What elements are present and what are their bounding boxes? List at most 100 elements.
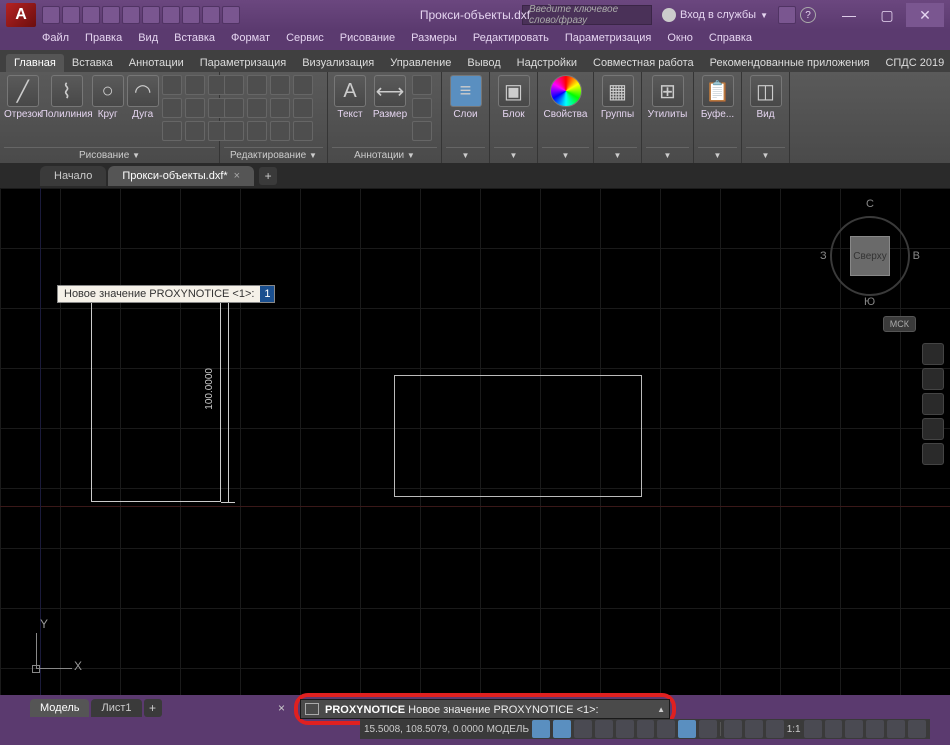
utils-button[interactable]: ⊞Утилиты bbox=[646, 75, 689, 120]
status-btn[interactable] bbox=[616, 720, 634, 738]
close-button[interactable]: ✕ bbox=[906, 3, 944, 27]
layout-tab[interactable]: Лист1 bbox=[91, 699, 141, 717]
viewcube-e[interactable]: В bbox=[913, 250, 920, 262]
sm-tool[interactable] bbox=[162, 121, 182, 141]
polyline-button[interactable]: ⌇Полилиния bbox=[45, 75, 89, 120]
sm-tool[interactable] bbox=[224, 98, 244, 118]
sm-tool[interactable] bbox=[270, 98, 290, 118]
status-btn[interactable] bbox=[887, 720, 905, 738]
status-btn[interactable] bbox=[766, 720, 784, 738]
file-tab-start[interactable]: Начало bbox=[40, 166, 106, 186]
dim-button[interactable]: ⟷Размер bbox=[371, 75, 409, 120]
sm-tool[interactable] bbox=[412, 121, 432, 141]
sm-tool[interactable] bbox=[224, 75, 244, 95]
circle-button[interactable]: ○Круг bbox=[92, 75, 124, 120]
props-button[interactable]: Свойства bbox=[542, 75, 589, 120]
status-btn[interactable] bbox=[699, 720, 717, 738]
maximize-button[interactable]: ▢ bbox=[868, 3, 906, 27]
menu-file[interactable]: Файл bbox=[36, 30, 75, 50]
panel-label-draw[interactable]: Рисование ▼ bbox=[4, 147, 215, 163]
menu-insert[interactable]: Вставка bbox=[168, 30, 221, 50]
model-tab[interactable]: Модель bbox=[30, 699, 89, 717]
panel-label-annot[interactable]: Аннотации ▼ bbox=[332, 147, 437, 163]
dim-text[interactable]: 100.0000 bbox=[204, 368, 215, 410]
sm-tool[interactable] bbox=[270, 121, 290, 141]
rtab-manage[interactable]: Управление bbox=[382, 54, 459, 72]
rtab-spds[interactable]: СПДС 2019 bbox=[877, 54, 950, 72]
search-input[interactable]: Введите ключевое слово/фразу bbox=[522, 5, 652, 25]
menu-format[interactable]: Формат bbox=[225, 30, 276, 50]
viewcube-top[interactable]: Сверху bbox=[850, 236, 890, 276]
scale-label[interactable]: 1:1 bbox=[787, 724, 801, 735]
rtab-home[interactable]: Главная bbox=[6, 54, 64, 72]
status-btn[interactable] bbox=[595, 720, 613, 738]
sm-tool[interactable] bbox=[162, 75, 182, 95]
rtab-featured[interactable]: Рекомендованные приложения bbox=[702, 54, 878, 72]
sm-tool[interactable] bbox=[270, 75, 290, 95]
app-logo[interactable]: A bbox=[6, 3, 36, 27]
sm-tool[interactable] bbox=[293, 98, 313, 118]
status-btn[interactable] bbox=[637, 720, 655, 738]
viewcube-wcs[interactable]: МСК bbox=[883, 316, 916, 332]
status-btn[interactable] bbox=[657, 720, 675, 738]
status-snap-icon[interactable] bbox=[553, 720, 571, 738]
help-icon[interactable]: ? bbox=[800, 7, 816, 23]
qat-btn[interactable] bbox=[142, 6, 160, 24]
dynamic-input[interactable]: Новое значение PROXYNOTICE <1>: 1 bbox=[57, 285, 275, 303]
status-btn[interactable] bbox=[804, 720, 822, 738]
qat-btn[interactable] bbox=[162, 6, 180, 24]
sm-tool[interactable] bbox=[293, 121, 313, 141]
menu-draw[interactable]: Рисование bbox=[334, 30, 401, 50]
cmdline-close-icon[interactable]: × bbox=[278, 701, 285, 715]
menu-parametric[interactable]: Параметризация bbox=[559, 30, 657, 50]
signin-link[interactable]: Вход в службы▼ bbox=[662, 8, 768, 22]
qat-btn[interactable] bbox=[202, 6, 220, 24]
drawing-canvas[interactable]: 100.0000 Новое значение PROXYNOTICE <1>:… bbox=[0, 188, 950, 695]
rtab-parametric[interactable]: Параметризация bbox=[192, 54, 294, 72]
line-button[interactable]: ╱Отрезок bbox=[4, 75, 42, 120]
sm-tool[interactable] bbox=[247, 121, 267, 141]
menu-help[interactable]: Справка bbox=[703, 30, 758, 50]
groups-button[interactable]: ▦Группы bbox=[598, 75, 637, 120]
sm-tool[interactable] bbox=[162, 98, 182, 118]
sm-tool[interactable] bbox=[412, 98, 432, 118]
new-layout-button[interactable]: + bbox=[144, 699, 162, 717]
status-btn[interactable] bbox=[678, 720, 696, 738]
qat-btn[interactable] bbox=[222, 6, 240, 24]
rtab-annotate[interactable]: Аннотации bbox=[121, 54, 192, 72]
status-btn[interactable] bbox=[574, 720, 592, 738]
minimize-button[interactable]: — bbox=[830, 3, 868, 27]
sm-tool[interactable] bbox=[185, 121, 205, 141]
model-label[interactable]: МОДЕЛЬ bbox=[487, 724, 529, 735]
status-btn[interactable] bbox=[825, 720, 843, 738]
nav-wheel-icon[interactable] bbox=[922, 343, 944, 365]
viewcube-n[interactable]: С bbox=[866, 198, 874, 210]
sm-tool[interactable] bbox=[247, 98, 267, 118]
viewcube[interactable]: Сверху С Ю В З МСК bbox=[820, 198, 920, 318]
sm-tool[interactable] bbox=[185, 98, 205, 118]
nav-more-icon[interactable] bbox=[922, 443, 944, 465]
layers-button[interactable]: ≡Слои bbox=[446, 75, 485, 120]
dim-line[interactable] bbox=[228, 302, 229, 502]
nav-zoom-icon[interactable] bbox=[922, 393, 944, 415]
status-btn[interactable] bbox=[845, 720, 863, 738]
menu-view[interactable]: Вид bbox=[132, 30, 164, 50]
qat-btn[interactable] bbox=[62, 6, 80, 24]
new-tab-button[interactable]: + bbox=[259, 167, 277, 185]
sm-tool[interactable] bbox=[293, 75, 313, 95]
cmd-history-icon[interactable]: ▲ bbox=[657, 705, 665, 714]
qat-btn[interactable] bbox=[82, 6, 100, 24]
drawing-rect[interactable] bbox=[91, 302, 221, 502]
menu-window[interactable]: Окно bbox=[661, 30, 699, 50]
nav-pan-icon[interactable] bbox=[922, 368, 944, 390]
rtab-addins[interactable]: Надстройки bbox=[509, 54, 585, 72]
dyn-input-value[interactable]: 1 bbox=[260, 286, 274, 302]
command-line[interactable]: PROXYNOTICE Новое значение PROXYNOTICE <… bbox=[300, 699, 670, 719]
menu-dimension[interactable]: Размеры bbox=[405, 30, 463, 50]
file-tab-active[interactable]: Прокси-объекты.dxf*× bbox=[108, 166, 254, 186]
block-button[interactable]: ▣Блок bbox=[494, 75, 533, 120]
clipboard-button[interactable]: 📋Буфе... bbox=[698, 75, 737, 120]
drawing-rect[interactable] bbox=[394, 375, 642, 497]
view-button[interactable]: ◫Вид bbox=[746, 75, 785, 120]
qat-btn[interactable] bbox=[42, 6, 60, 24]
